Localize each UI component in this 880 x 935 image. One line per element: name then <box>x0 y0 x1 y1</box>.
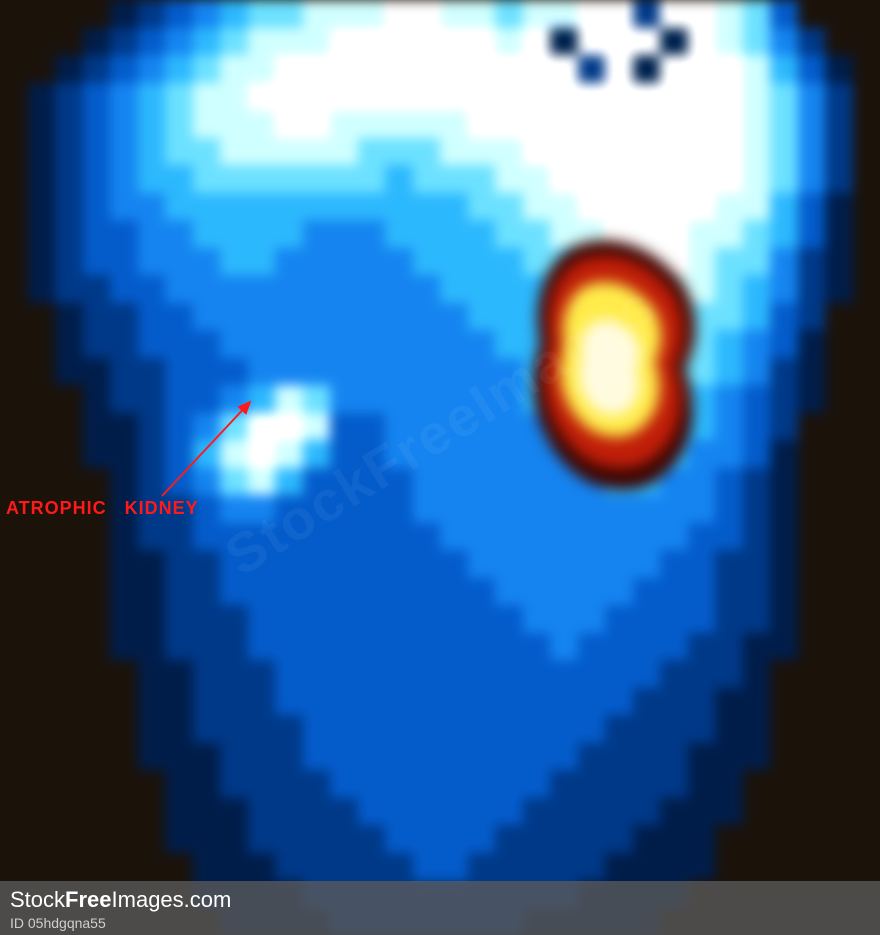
watermark-brand-pre: Stock <box>10 887 65 912</box>
watermark-id-value: 05hdgqna55 <box>28 915 106 931</box>
watermark-brand-bold: Free <box>65 887 111 912</box>
watermark-id-label: ID <box>10 915 24 931</box>
scan-canvas: ATROPHIC KIDNEY StockFreeImages StockFre… <box>0 0 880 935</box>
annotation-label: ATROPHIC KIDNEY <box>6 498 199 519</box>
annotation-arrow <box>152 392 260 506</box>
watermark-brand-suffix: .com <box>184 887 232 912</box>
watermark-bar: StockFreeImages.com ID 05hdgqna55 <box>0 881 880 935</box>
watermark-id-line: ID 05hdgqna55 <box>10 915 870 931</box>
watermark-brand-post: Images <box>112 887 184 912</box>
watermark-brand: StockFreeImages.com <box>10 887 870 913</box>
scan-heatmap <box>0 0 880 935</box>
functioning-kidney-hotspot <box>510 224 710 504</box>
